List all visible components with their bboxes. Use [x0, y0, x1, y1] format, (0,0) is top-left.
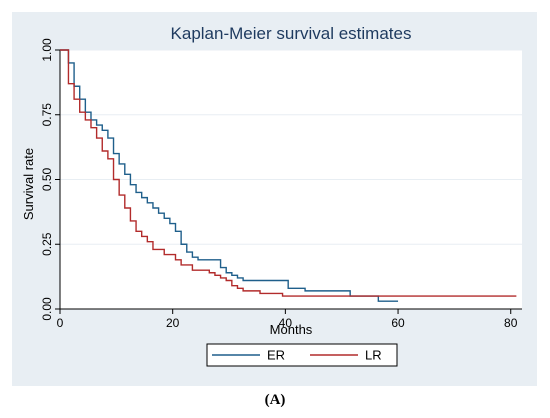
- y-tick-label: 0.25: [40, 232, 54, 256]
- km-chart: Kaplan-Meier survival estimates 0 20 40 60 8…: [12, 12, 537, 386]
- figure-caption: (A): [264, 392, 286, 408]
- legend-box: [206, 343, 398, 367]
- y-tick-label: 0.50: [40, 167, 54, 191]
- x-tick-label: 20: [166, 316, 180, 330]
- survival-line-lr: [60, 49, 517, 297]
- y-axis-label: Survival rate: [21, 148, 36, 220]
- y-tick-label: 0.75: [40, 103, 54, 127]
- legend-label-lr: LR: [365, 348, 382, 363]
- x-tick-label: 40: [279, 316, 293, 330]
- chart-title: Kaplan-Meier survival estimates: [171, 24, 412, 43]
- y-tick-label: 0.00: [40, 297, 54, 321]
- x-tick-label: 0: [57, 316, 64, 330]
- x-tick-label: 80: [504, 316, 518, 330]
- legend-label-er: ER: [267, 348, 285, 363]
- survival-curves: [60, 49, 517, 302]
- x-axis-label: Months: [270, 322, 313, 337]
- legend: ER LR: [206, 343, 398, 367]
- survival-line-er: [60, 49, 399, 302]
- axes: 0 20 40 60 80 0.00 0.25 0.50 0.75 1.00: [40, 38, 522, 330]
- y-tick-label: 1.00: [40, 38, 54, 62]
- x-tick-label: 60: [391, 316, 405, 330]
- chart-container: Kaplan-Meier survival estimates 0 20 40 60 8…: [12, 12, 537, 386]
